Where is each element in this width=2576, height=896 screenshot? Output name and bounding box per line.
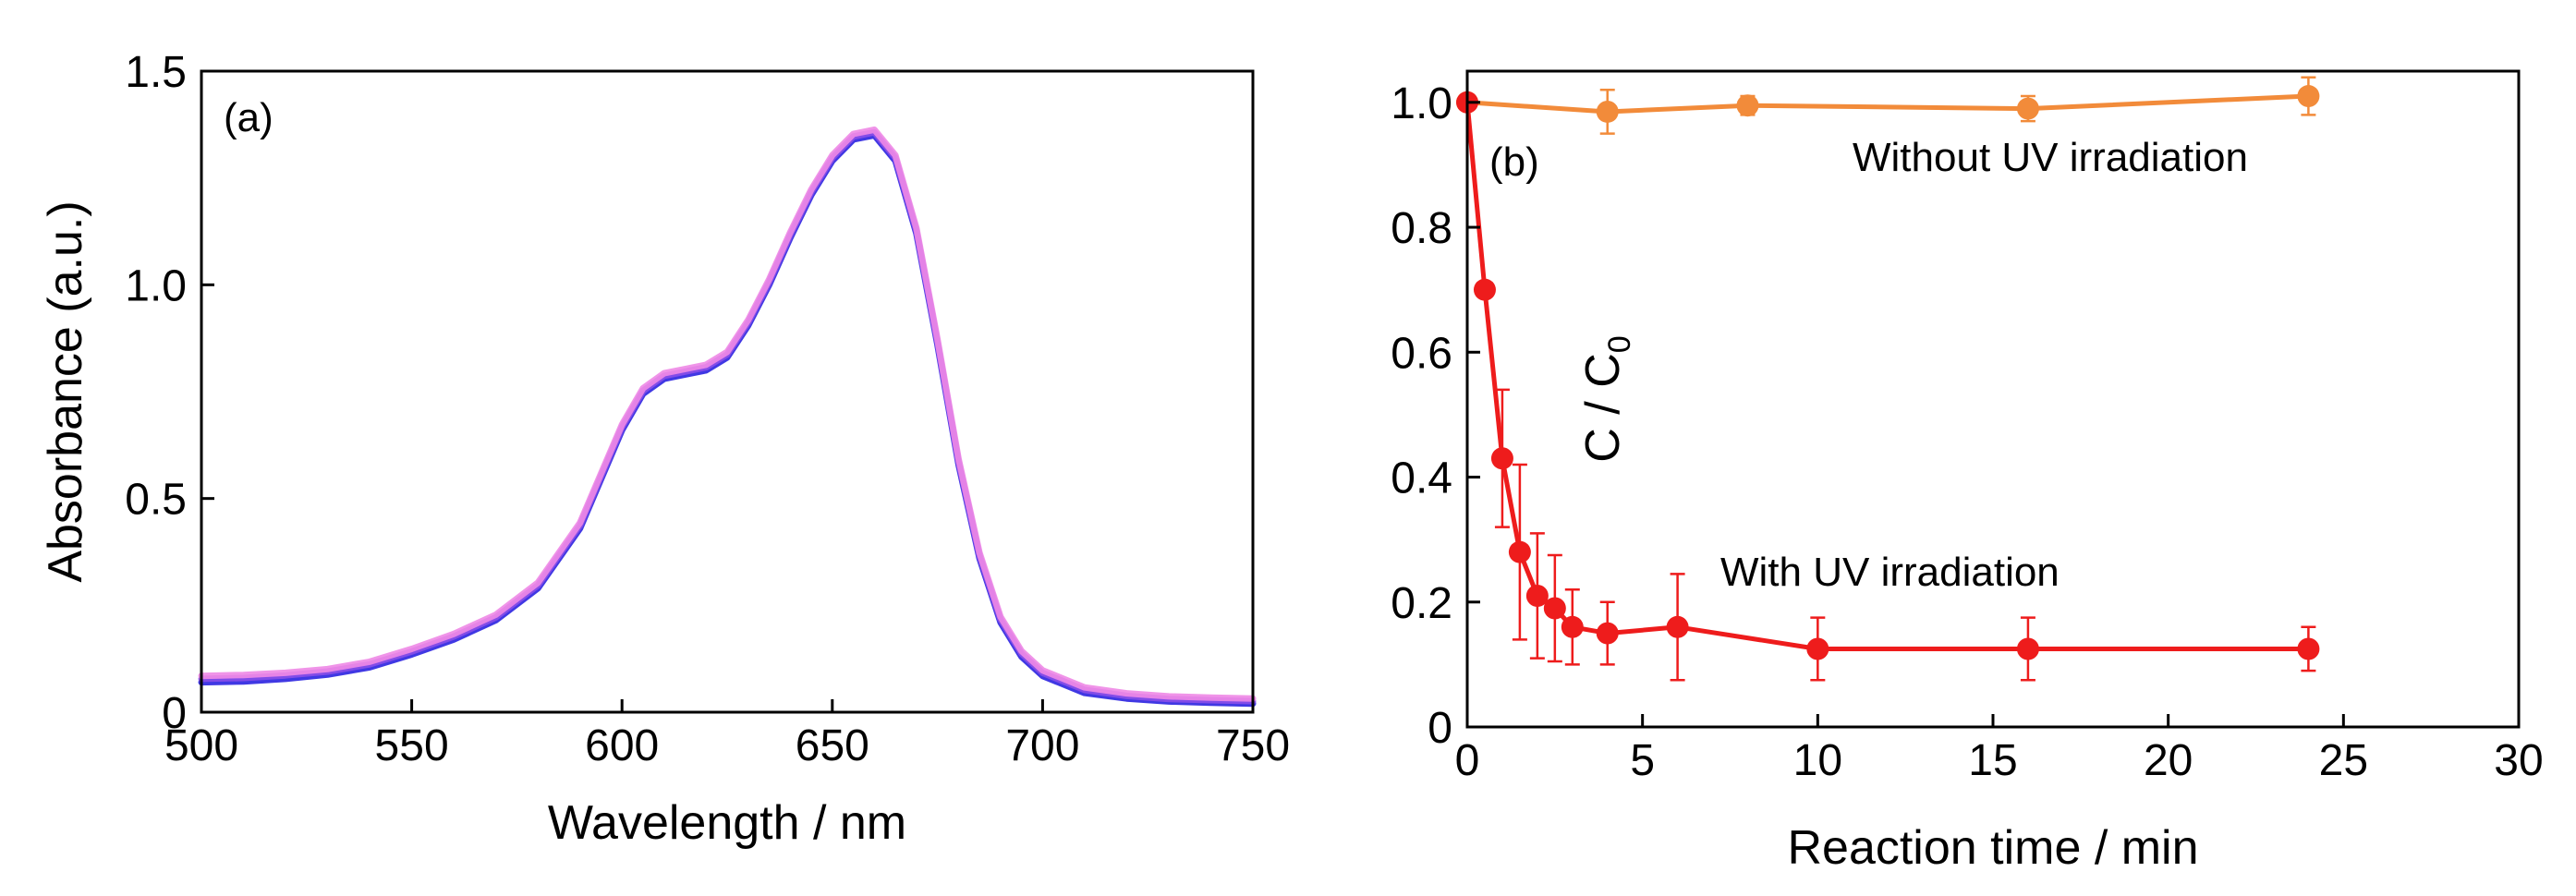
data-point-with-uv [1596,622,1619,645]
data-point-with-uv [1490,447,1513,470]
data-point-without-uv [1736,94,1759,117]
panel-b-xlabel: Reaction time / min [1787,821,2198,875]
panel-b-ytick-label: 0.2 [1391,579,1452,628]
panel-a-xlabel: Wavelength / nm [548,796,906,850]
panel-b-chart: 0 5 10 15 20 25 30 0 0.2 0.4 0.6 0.8 1.0 (b) Without… [1391,69,2544,875]
panel-a-ytick-label: 1.0 [125,261,187,310]
panel-b-label: (b) [1489,139,1539,185]
panel-a-chart: 500 550 600 650 700 750 0 0.5 1.0 1.5 (a) Wavelen… [39,48,1290,850]
panel-b-ylabel-main: C / C [1576,353,1630,462]
data-point-with-uv [1666,615,1689,638]
series-line-with-uv [1464,102,2309,651]
annotation-without-uv: Without UV irradiation [1853,135,2248,180]
data-point-without-uv [1596,100,1619,123]
panel-b-xtick-label: 0 [1455,736,1480,785]
panel-b-ticks: 0 5 10 15 20 25 30 0 0.2 0.4 0.6 0.8 1.0 [1391,79,2543,785]
panel-b-xtick-label: 10 [1793,736,1842,785]
data-point-with-uv [1806,637,1829,660]
panel-b-xtick-label: 25 [2319,736,2368,785]
panel-a-ytick-label: 1.5 [125,48,187,97]
data-point-with-uv [1543,597,1566,620]
panel-a-xtick-label: 500 [164,721,238,770]
data-point-with-uv [1473,278,1496,301]
panel-a-xtick-label: 600 [585,721,659,770]
panel-b-xtick-label: 30 [2494,736,2543,785]
panel-b-xtick-label: 15 [1968,736,2017,785]
data-point-without-uv [2016,97,2039,120]
panel-a-ylabel: Absorbance (a.u.) [39,200,92,582]
panel-b-ylabel: C / C0 [1576,335,1637,462]
panel-b-series-group [1456,76,2320,682]
data-point-with-uv [2016,637,2039,660]
panel-b-ytick-label: 0.4 [1391,454,1452,503]
panel-b-ytick-label: 1.0 [1391,79,1452,128]
panel-a-ytick-label: 0 [162,689,187,738]
data-point-with-uv [1561,615,1584,638]
panel-a-series-group [198,126,1257,708]
panel-a-xtick-label: 750 [1216,721,1290,770]
panel-b-xtick-label: 5 [1630,736,1655,785]
panel-a-label: (a) [224,95,273,140]
panel-a-ytick-label: 0.5 [125,476,187,525]
panel-b-ytick-label: 0 [1428,704,1452,753]
panel-b-ylabel-sub: 0 [1602,335,1637,353]
panel-b-xtick-label: 20 [2144,736,2193,785]
annotation-with-uv: With UV irradiation [1720,550,2060,595]
panel-a-xtick-label: 550 [375,721,449,770]
data-point-with-uv [1525,585,1549,607]
data-point-with-uv [2297,637,2320,660]
panel-b-ytick-label: 0.6 [1391,329,1452,378]
panel-a-xtick-label: 650 [796,721,869,770]
panel-a-frame [200,69,1255,714]
series-line-without-uv [1466,93,2309,115]
panel-a-spectrum-2 [198,128,1257,705]
data-point-without-uv [2297,85,2320,108]
panel-b-ytick-label: 0.8 [1391,204,1452,253]
panel-a-spectrum-3 [198,126,1257,702]
data-point-with-uv [1508,540,1531,563]
panel-a-xtick-label: 700 [1005,721,1079,770]
panel-a-spectrum-1 [198,131,1257,708]
panel-a-ticks: 500 550 600 650 700 750 0 0.5 1.0 1.5 [125,48,1290,770]
